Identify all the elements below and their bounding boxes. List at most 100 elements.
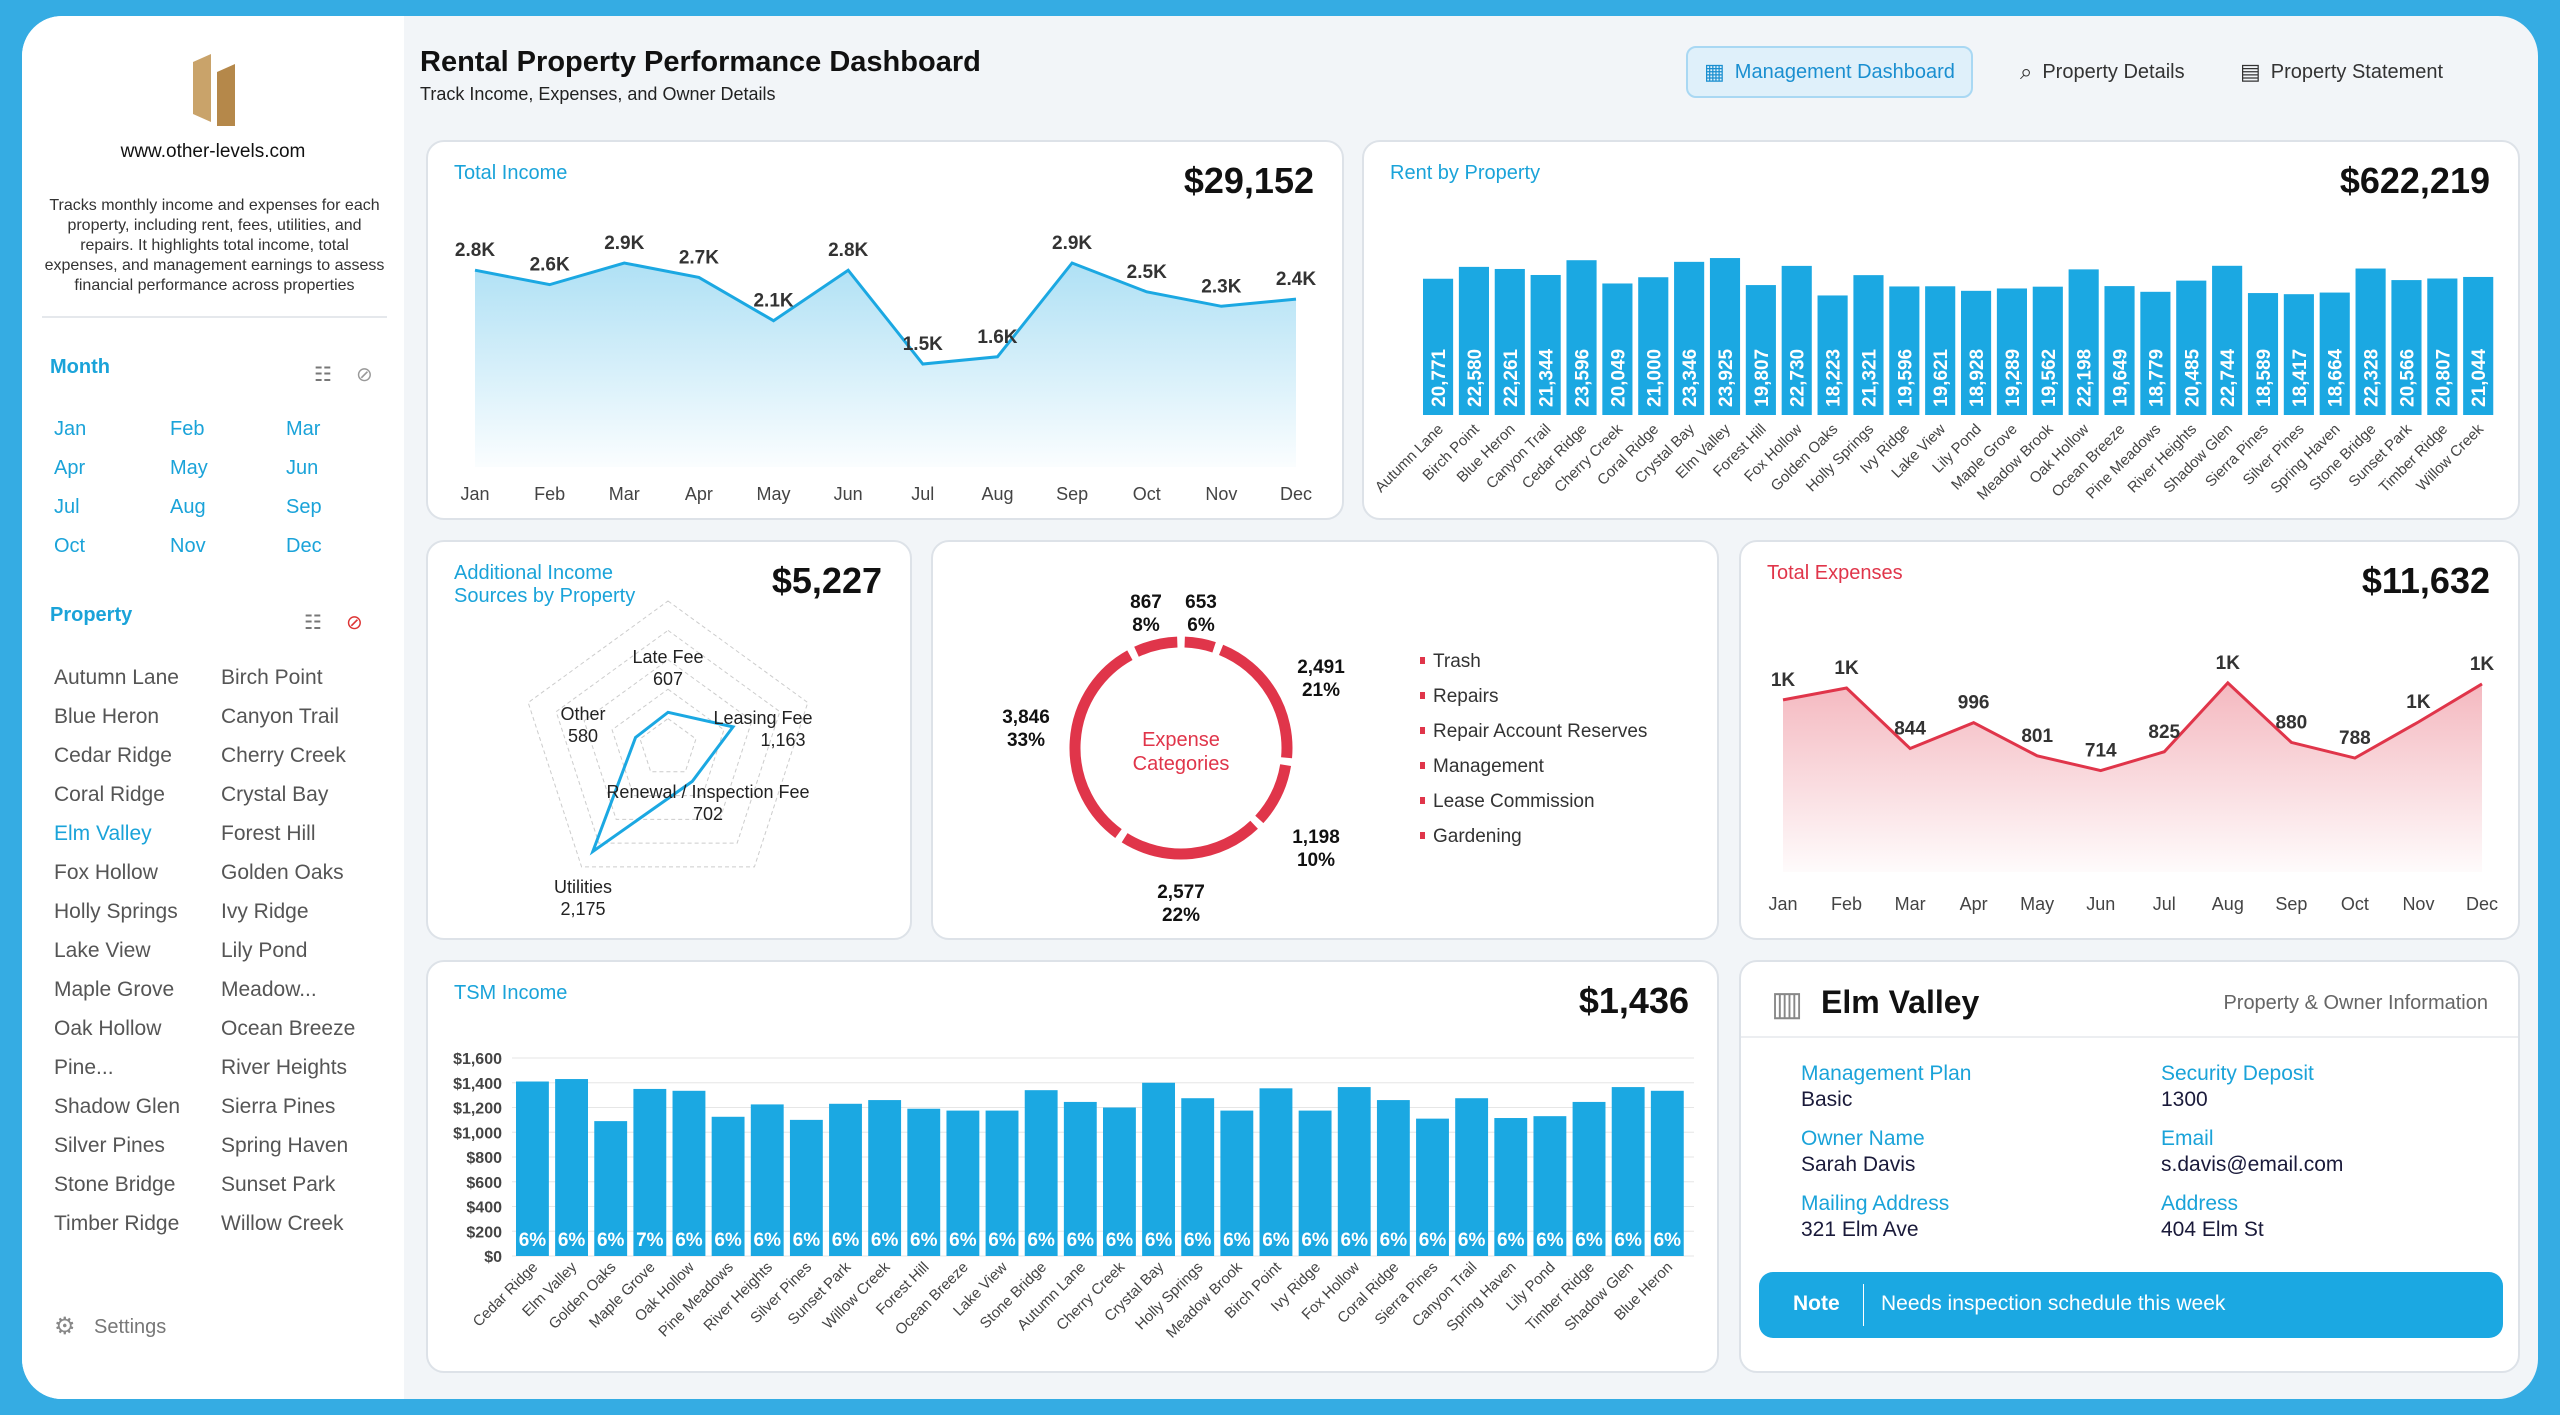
bar-value-label: 20,771 xyxy=(1429,348,1450,407)
bar-value-label: 18,779 xyxy=(2146,349,2167,407)
property-option[interactable]: Crystal Bay xyxy=(221,783,329,806)
tab-property-statement[interactable]: ▤ Property Statement xyxy=(2224,46,2459,98)
multi-select-icon[interactable]: ☷ xyxy=(314,364,332,386)
bar xyxy=(1181,1098,1215,1256)
property-option[interactable]: Lily Pond xyxy=(221,939,308,962)
clear-filter-icon[interactable]: ⊘ xyxy=(346,612,363,634)
property-option[interactable]: Shadow Glen xyxy=(54,1095,181,1118)
field-value: Basic xyxy=(1801,1088,1853,1111)
month-option[interactable]: Feb xyxy=(170,418,205,440)
settings-link[interactable]: Settings xyxy=(94,1316,167,1338)
series-line xyxy=(1782,680,2483,773)
x-tick-label: May xyxy=(2020,894,2054,914)
magnifier-chart-icon: ⌕ xyxy=(2020,59,2033,84)
property-option[interactable]: River Heights xyxy=(221,1056,348,1079)
bar xyxy=(1259,1088,1293,1256)
property-option[interactable]: Timber Ridge xyxy=(54,1212,180,1235)
legend-label: Trash xyxy=(1433,651,1481,672)
month-option[interactable]: Jun xyxy=(286,457,319,479)
tab-property-details[interactable]: ⌕ Property Details xyxy=(2004,46,2201,98)
month-option[interactable]: Dec xyxy=(286,535,322,557)
property-option[interactable]: Holly Springs xyxy=(54,900,178,923)
property-option[interactable]: Cedar Ridge xyxy=(54,744,172,767)
property-option[interactable]: Ivy Ridge xyxy=(221,900,309,923)
property-option[interactable]: Maple Grove xyxy=(54,978,175,1001)
property-option[interactable]: Stone Bridge xyxy=(54,1173,176,1196)
month-option[interactable]: Jan xyxy=(54,418,87,440)
property-option[interactable]: Fox Hollow xyxy=(54,861,158,884)
x-tick-label: May xyxy=(757,484,791,504)
gear-icon[interactable]: ⚙ xyxy=(54,1313,76,1340)
logo xyxy=(193,54,235,126)
donut-slice xyxy=(1134,636,1178,657)
data-label: 2.1K xyxy=(753,291,793,312)
bar xyxy=(1298,1110,1332,1256)
data-label: 2.8K xyxy=(828,240,868,261)
month-option[interactable]: Jul xyxy=(54,496,80,518)
property-option[interactable]: Golden Oaks xyxy=(221,861,344,884)
property-option[interactable]: Coral Ridge xyxy=(54,783,165,806)
bar xyxy=(1745,285,1776,415)
bar xyxy=(1572,1101,1606,1256)
legend-marker xyxy=(1420,832,1425,839)
property-option[interactable]: Birch Point xyxy=(221,666,323,689)
bar xyxy=(672,1090,706,1256)
property-option[interactable]: Meadow... xyxy=(221,978,317,1001)
property-option[interactable]: Sunset Park xyxy=(221,1173,336,1196)
bar xyxy=(1961,290,1992,415)
bar xyxy=(1494,268,1525,415)
property-option[interactable]: Autumn Lane xyxy=(54,666,179,689)
bar-percent-label: 6% xyxy=(1614,1230,1642,1251)
donut-slice xyxy=(1121,820,1258,860)
property-option[interactable]: Ocean Breeze xyxy=(221,1017,356,1040)
property-option[interactable]: Oak Hollow xyxy=(54,1017,162,1040)
month-option[interactable]: Mar xyxy=(286,418,321,440)
bar-percent-label: 6% xyxy=(1301,1230,1329,1251)
card-title: Total Income xyxy=(454,162,568,184)
x-tick-label: Jun xyxy=(2086,894,2115,914)
property-option[interactable]: Cherry Creek xyxy=(221,744,346,767)
x-tick-label: Aug xyxy=(981,484,1013,504)
total-income-card: Total Income $29,152 2.8K Jan 2.6K Feb 2.9K M… xyxy=(426,140,1344,520)
bar xyxy=(1024,1090,1058,1256)
data-label: 801 xyxy=(2021,726,2053,747)
slice-percent-label: 33% xyxy=(1007,730,1045,751)
x-tick-label: Jul xyxy=(911,484,934,504)
month-filter-title: Month xyxy=(50,356,110,378)
field-label: Management Plan xyxy=(1801,1062,1972,1085)
field-label: Owner Name xyxy=(1801,1127,1925,1150)
property-option[interactable]: Blue Heron xyxy=(54,705,160,728)
month-option[interactable]: Sep xyxy=(286,496,322,518)
bar xyxy=(1376,1100,1410,1256)
month-option[interactable]: May xyxy=(170,457,208,479)
data-label: 788 xyxy=(2339,728,2371,749)
month-option[interactable]: Apr xyxy=(54,457,86,479)
x-tick-label: Feb xyxy=(534,484,565,504)
tab-management-dashboard[interactable]: ▦ Management Dashboard xyxy=(1686,46,1973,98)
x-tick-label: Feb xyxy=(1831,894,1862,914)
y-tick-label: $600 xyxy=(466,1175,502,1192)
month-option[interactable]: Aug xyxy=(170,496,206,518)
property-option[interactable]: Willow Creek xyxy=(221,1212,344,1235)
x-tick-label: Apr xyxy=(1960,894,1988,914)
bar-percent-label: 6% xyxy=(910,1230,938,1251)
clear-filter-icon[interactable]: ⊘ xyxy=(356,364,373,386)
property-option[interactable]: Lake View xyxy=(54,939,151,962)
data-label: 2.7K xyxy=(679,247,719,268)
multi-select-icon[interactable]: ☷ xyxy=(304,612,322,634)
property-option[interactable]: Pine... xyxy=(54,1056,114,1079)
y-tick-label: $1,400 xyxy=(453,1076,502,1093)
bar-percent-label: 6% xyxy=(1497,1230,1525,1251)
property-option[interactable]: Spring Haven xyxy=(221,1134,349,1157)
divider xyxy=(1741,1036,2518,1038)
bar xyxy=(1416,1118,1449,1256)
month-option[interactable]: Nov xyxy=(170,535,206,557)
bar-percent-label: 6% xyxy=(1262,1230,1290,1251)
property-option[interactable]: Silver Pines xyxy=(54,1134,165,1157)
property-option[interactable]: Elm Valley xyxy=(54,822,152,845)
property-option[interactable]: Forest Hill xyxy=(221,822,316,845)
month-option[interactable]: Oct xyxy=(54,535,86,557)
property-option[interactable]: Sierra Pines xyxy=(221,1095,336,1118)
property-option[interactable]: Canyon Trail xyxy=(221,705,339,728)
